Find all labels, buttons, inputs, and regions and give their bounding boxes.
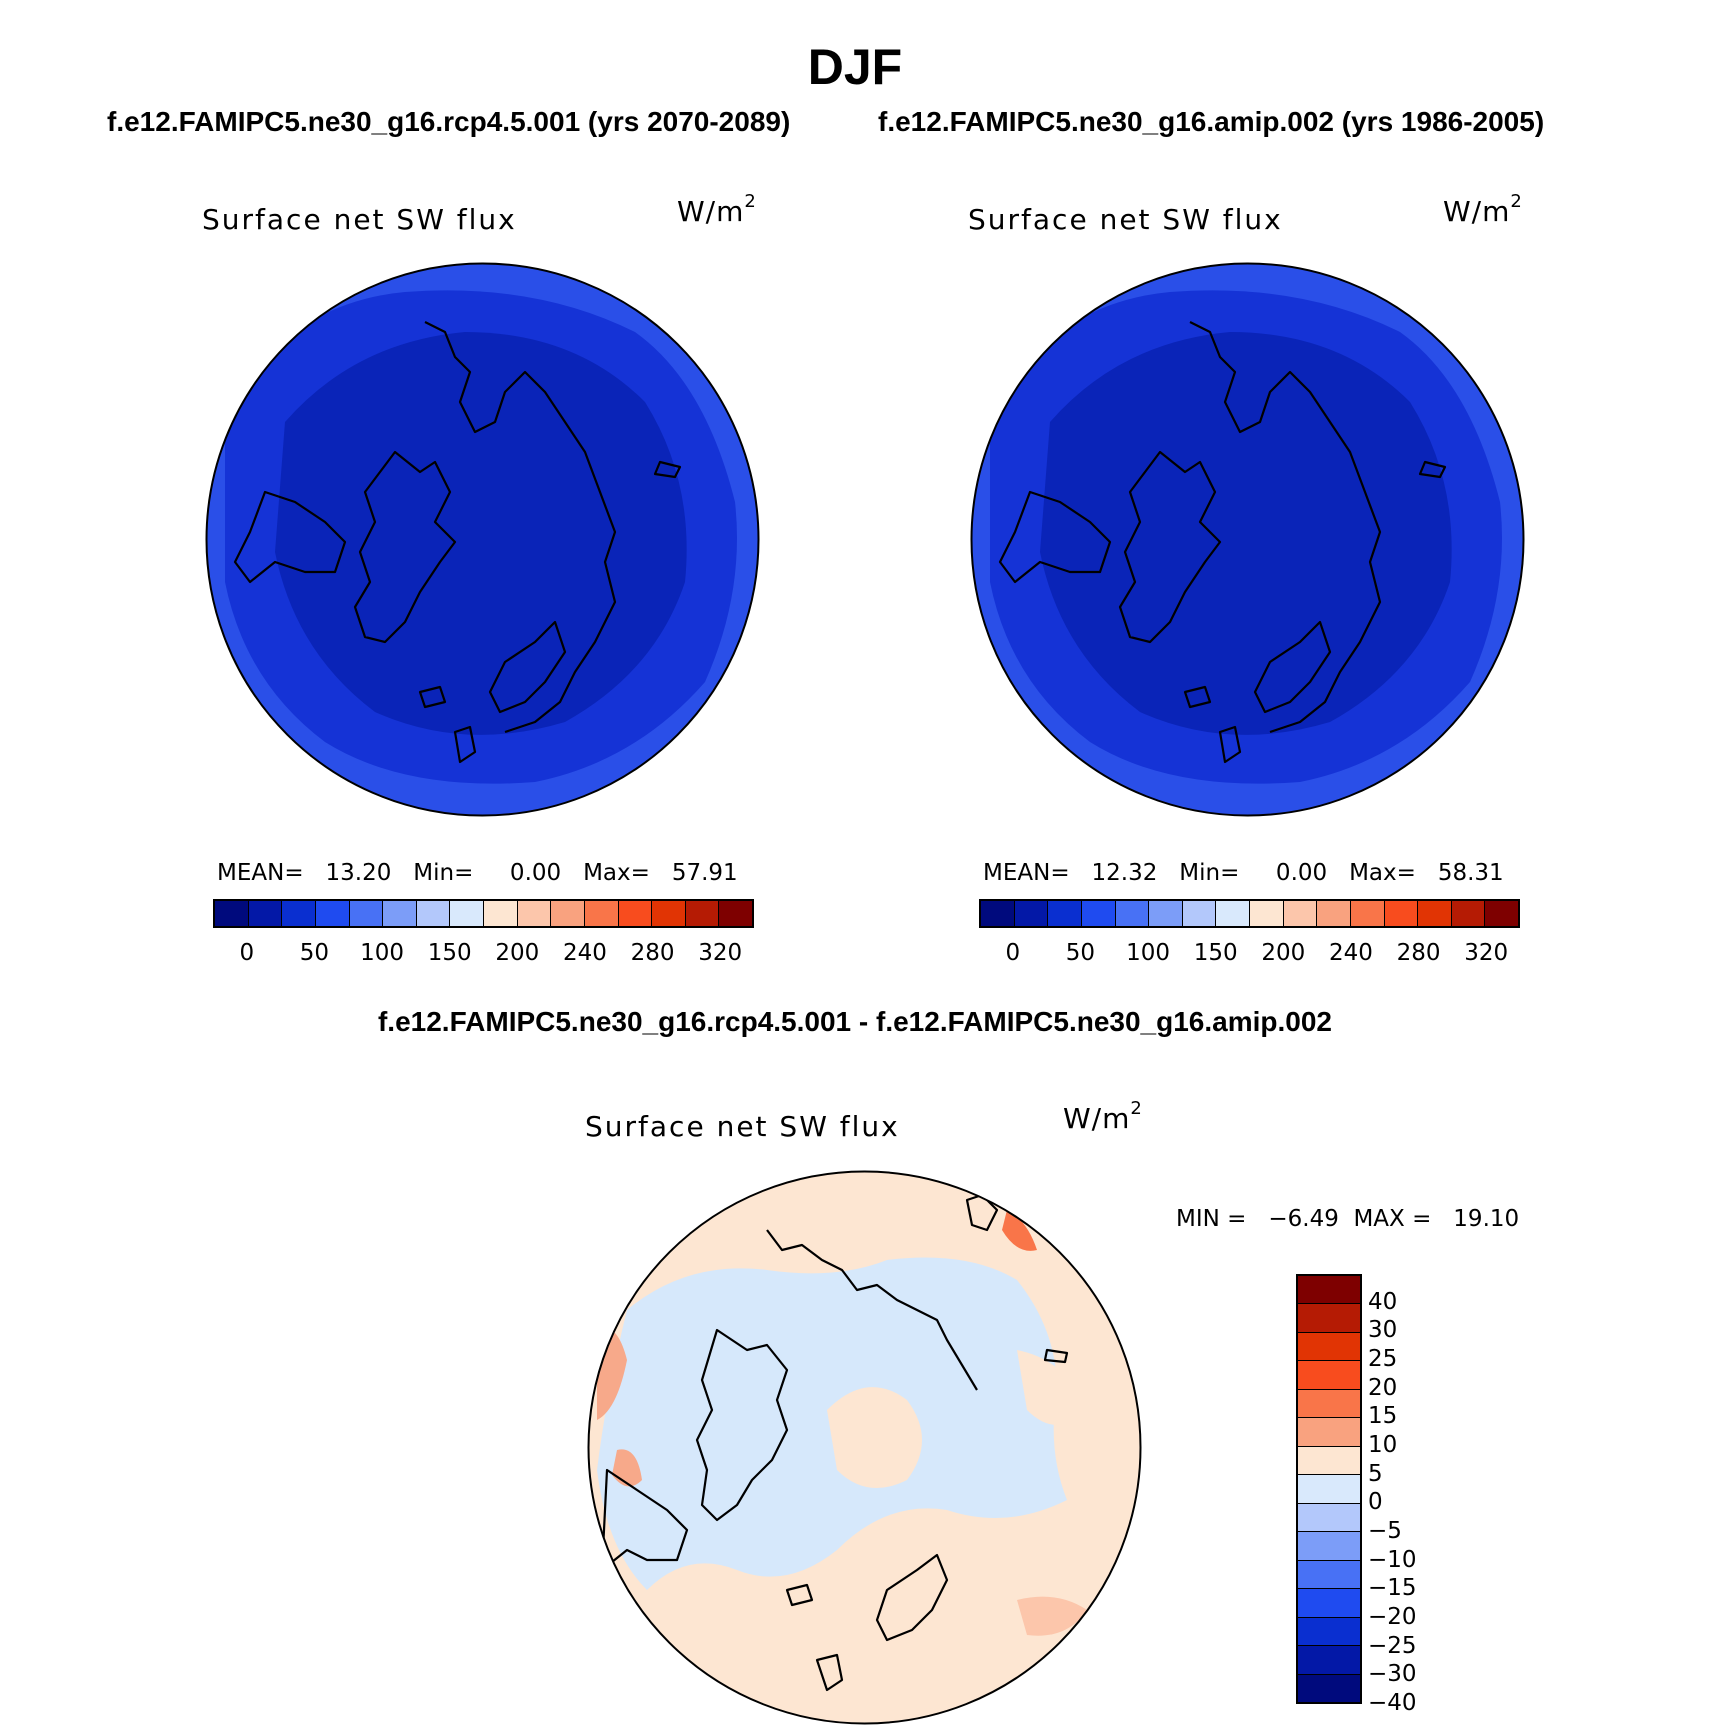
panel2-variable-label: Surface net SW flux [968,203,1283,236]
colorbar-tick-label: 0 [1005,940,1021,966]
panel1-stats: MEAN= 13.20 Min= 0.00 Max= 57.91 [217,860,738,886]
colorbar-swatch [1298,1361,1360,1390]
colorbar-tick-label: −40 [1368,1690,1417,1716]
panel1-map [205,262,760,817]
colorbar-swatch [416,901,451,926]
colorbar-swatch [315,901,350,926]
colorbar-tick-label: 280 [1396,940,1441,966]
colorbar-swatch [551,901,585,926]
colorbar-swatch [1298,1304,1360,1333]
colorbar-tick-label: 240 [1328,940,1373,966]
diff-units: W/m2 [1063,1098,1143,1135]
colorbar-swatch [1298,1332,1360,1362]
colorbar-swatch [1298,1674,1360,1703]
colorbar-tick-label: 240 [562,940,607,966]
colorbar-swatch [652,901,686,926]
colorbar-tick-label: 150 [1193,940,1238,966]
colorbar-swatch [517,901,552,926]
colorbar-swatch [383,901,417,926]
colorbar-swatch [1298,1589,1360,1618]
colorbar-tick-label: 5 [1368,1460,1383,1487]
colorbar-swatch [1298,1617,1360,1647]
colorbar-tick-label: −25 [1368,1632,1417,1659]
colorbar-tick-label: 20 [1368,1374,1398,1401]
colorbar-tick-label: 50 [1065,940,1096,966]
colorbar-swatch [1298,1560,1360,1590]
colorbar-swatch [1081,901,1116,926]
difference-colorbar [1296,1274,1362,1704]
panel1-variable-label: Surface net SW flux [202,203,517,236]
colorbar-swatch [719,901,752,926]
colorbar-tick-label: 200 [1261,940,1306,966]
panel2-stats: MEAN= 12.32 Min= 0.00 Max= 58.31 [983,860,1504,886]
colorbar-tick-label: 40 [1368,1288,1398,1315]
colorbar-swatch [1182,901,1217,926]
colorbar-swatch [1384,901,1419,926]
figure-title: DJF [807,39,903,95]
colorbar-swatch [1115,901,1150,926]
colorbar-swatch [215,901,249,926]
colorbar-swatch [1485,901,1518,926]
colorbar-tick-label: 200 [495,940,540,966]
colorbar-tick-label: 280 [630,940,675,966]
colorbar-swatch [981,901,1015,926]
colorbar-tick-label: 30 [1368,1317,1398,1344]
colorbar-swatch [450,901,484,926]
diff-variable-label: Surface net SW flux [585,1110,900,1143]
colorbar-swatch [1298,1532,1360,1561]
case1-title: f.e12.FAMIPC5.ne30_g16.rcp4.5.001 (yrs 2… [107,106,791,137]
colorbar-tick-label: 100 [360,940,405,966]
case2-title: f.e12.FAMIPC5.ne30_g16.amip.002 (yrs 198… [878,106,1545,137]
colorbar-swatch [1048,901,1082,926]
colorbar-swatch [1298,1418,1360,1447]
colorbar-swatch [1451,901,1486,926]
colorbar-swatch [1298,1446,1360,1476]
panel2-units: W/m2 [1443,191,1523,228]
colorbar-tick-label: 320 [698,940,743,966]
diff-stats: MIN = −6.49 MAX = 19.10 [1176,1206,1520,1232]
colorbar-tick-label: 100 [1126,940,1171,966]
colorbar-tick-label: −5 [1368,1518,1402,1544]
panel1-colorbar [213,899,754,928]
colorbar-swatch [1298,1389,1360,1419]
colorbar-tick-label: 0 [1368,1489,1383,1516]
colorbar-swatch [1298,1646,1360,1675]
panel2-map [970,262,1525,817]
colorbar-swatch [618,901,653,926]
colorbar-tick-label: −20 [1368,1604,1417,1630]
colorbar-swatch [484,901,518,926]
colorbar-swatch [1298,1503,1360,1533]
colorbar-swatch [1298,1475,1360,1504]
colorbar-tick-label: 50 [299,940,330,966]
colorbar-swatch [685,901,720,926]
colorbar-tick-label: 15 [1368,1403,1398,1430]
difference-title: f.e12.FAMIPC5.ne30_g16.rcp4.5.001 - f.e1… [377,1006,1333,1037]
colorbar-tick-label: 10 [1368,1432,1398,1458]
colorbar-tick-label: 150 [427,940,472,966]
difference-map [587,1170,1142,1725]
colorbar-swatch [1418,901,1452,926]
colorbar-swatch [1216,901,1250,926]
colorbar-tick-label: 320 [1464,940,1509,966]
colorbar-swatch [1350,901,1385,926]
colorbar-swatch [349,901,384,926]
colorbar-tick-label: 25 [1368,1346,1398,1372]
colorbar-tick-label: −30 [1368,1661,1417,1688]
colorbar-swatch [1317,901,1351,926]
colorbar-swatch [282,901,316,926]
colorbar-swatch [1014,901,1049,926]
colorbar-swatch [1250,901,1284,926]
colorbar-swatch [584,901,619,926]
colorbar-swatch [1283,901,1318,926]
colorbar-swatch [1149,901,1183,926]
colorbar-tick-label: −15 [1368,1575,1417,1602]
colorbar-swatch [1298,1276,1360,1305]
colorbar-tick-label: 0 [239,940,255,966]
panel2-colorbar [979,899,1520,928]
panel1-units: W/m2 [677,191,757,228]
colorbar-swatch [248,901,283,926]
colorbar-tick-label: −10 [1368,1546,1417,1573]
